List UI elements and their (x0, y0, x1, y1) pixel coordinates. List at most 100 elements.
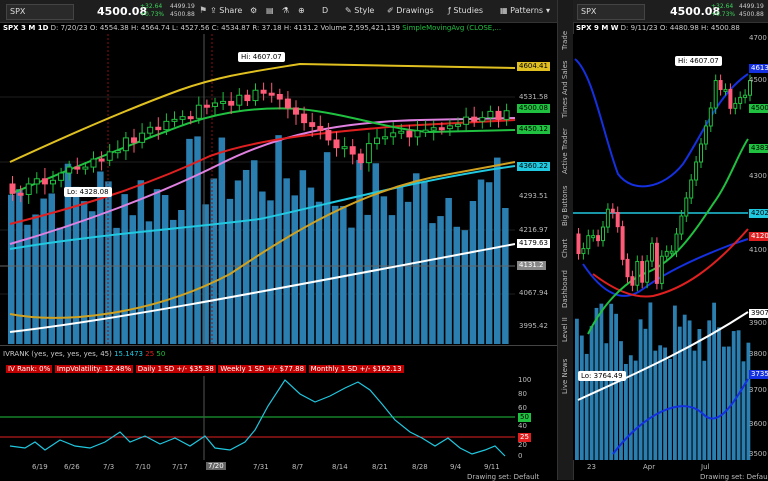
candle-body (422, 129, 429, 133)
candle-body (723, 88, 728, 92)
volume-bar (584, 353, 589, 460)
date-tick: 7/10 (135, 463, 151, 471)
zoom-icon[interactable]: ⊕ (298, 6, 305, 15)
right-tag-4202: 4202 (749, 209, 768, 218)
studies-button[interactable]: ƒ Studies (448, 6, 484, 15)
price-tag-4131: 4131.2 (517, 261, 546, 270)
candle-body (659, 255, 664, 284)
right-symbol-input[interactable]: SPX (577, 4, 645, 20)
volume-bar (72, 186, 80, 344)
sma-yellow-lower-line (9, 161, 516, 319)
volume-bar (619, 341, 623, 460)
candle-body (738, 96, 743, 104)
ivrank-line (9, 379, 506, 457)
volume-bar (275, 135, 282, 344)
volume-bar (56, 227, 64, 344)
candle-body (284, 98, 291, 109)
tab-trade[interactable]: Trade (561, 30, 569, 50)
volume-bar (712, 302, 716, 460)
candle-body (748, 80, 752, 96)
candle-body (349, 146, 356, 155)
volume-bar (687, 320, 692, 460)
candle-body (268, 92, 275, 96)
tab-times-and-sales[interactable]: Times And Sales (561, 60, 569, 118)
right-candlesticks (576, 74, 752, 292)
candle-body (703, 125, 708, 145)
drawings-button[interactable]: ✐ Drawings (387, 6, 434, 15)
drawing-set-status[interactable]: Drawing set: Default (467, 473, 540, 481)
candle-body (9, 183, 16, 194)
sma-green-line (9, 107, 516, 195)
tab-live-news[interactable]: Live News (561, 358, 569, 394)
candle-body (293, 107, 299, 115)
template-icon[interactable]: ▤ (266, 6, 274, 15)
candle-body (586, 235, 591, 250)
price-tag-4360: 4360.22 (517, 162, 550, 171)
chart-info-bar: SPX 3 M 1D D: 7/20/23 O: 4554.38 H: 4564… (3, 23, 515, 33)
info-date: D: 7/20/23 (50, 24, 88, 32)
right-price-chart-pane[interactable] (573, 34, 768, 460)
volume-bar (717, 327, 721, 460)
right-tag-4120: 4120 (749, 232, 768, 241)
volume-bar (502, 208, 509, 344)
volume-bar (348, 227, 355, 344)
settings-icon[interactable]: ⚙ (250, 6, 258, 15)
style-button[interactable]: ✎ Style (345, 6, 375, 15)
volume-bar (48, 193, 55, 344)
candle-body (718, 80, 723, 91)
candle-body (664, 250, 669, 257)
candle-body (309, 122, 316, 127)
more-icon[interactable]: ▾ (546, 6, 551, 15)
candle-body (236, 94, 243, 106)
volume-bar (633, 360, 638, 460)
iv-axis-tick: 0 (518, 452, 523, 460)
volume-bar (663, 347, 667, 460)
candle-body (74, 166, 81, 170)
volume-bar (178, 209, 185, 344)
date-tick: 9/4 (450, 463, 462, 471)
tab-level-ii[interactable]: Level II (561, 317, 569, 342)
ivrank-title: IVRANK (yes, yes, yes, yes, 45) (3, 350, 112, 358)
flask-icon[interactable]: ⚗ (282, 6, 290, 15)
candle-body (212, 102, 218, 107)
volume-bar (356, 159, 363, 344)
price-tag-4604: 4604.41 (517, 62, 550, 71)
aggregation-button[interactable]: D (322, 6, 329, 15)
candle-body (179, 116, 186, 120)
right-info-bar: SPX 9 M W D: 9/11/23 O: 4480.98 H: 4500.… (576, 23, 740, 33)
volume-bar (137, 180, 145, 344)
candle-body (581, 248, 586, 255)
volume-bars (8, 135, 509, 344)
candle-body (17, 192, 24, 196)
candlesticks (9, 82, 510, 204)
tab-dashboard[interactable]: Dashboard (561, 270, 569, 308)
price-tick: 4067.94 (519, 289, 548, 297)
info-high: H: 4564.74 (131, 24, 170, 32)
patterns-button[interactable]: ▦ Patterns (500, 6, 544, 15)
right-drawing-set-status[interactable]: Drawing set: Default (700, 473, 768, 481)
volume-label: Volume (320, 24, 347, 32)
ivrank-chart[interactable] (0, 376, 515, 460)
tab-chart[interactable]: Chart (561, 238, 569, 258)
share-button[interactable]: ⇪ Share (210, 6, 243, 15)
volume-bar (340, 205, 347, 344)
price-tick: 3995.42 (519, 322, 548, 330)
right-tag-3907: 3907 (749, 309, 768, 318)
volume-bar (315, 201, 323, 344)
volume-bar (599, 303, 604, 460)
tab-big-buttons[interactable]: Big Buttons (561, 185, 569, 226)
flag-icon[interactable]: ⚑ (199, 6, 208, 16)
candle-body (601, 226, 605, 242)
candle-body (630, 276, 635, 286)
low-callout: Lo: 4328.08 (64, 187, 112, 197)
tab-active-trader[interactable]: Active Trader (561, 128, 569, 174)
volume-bar (267, 200, 274, 344)
symbol-input[interactable]: SPX (6, 4, 74, 20)
candle-body (743, 94, 748, 98)
volume-bar (161, 195, 169, 344)
iv-rank-label: IV Rank: 0% (6, 365, 53, 373)
net-change: +32.64 (140, 3, 163, 10)
candle-body (495, 110, 502, 120)
candle-body (382, 136, 389, 140)
candle-body (341, 146, 348, 150)
